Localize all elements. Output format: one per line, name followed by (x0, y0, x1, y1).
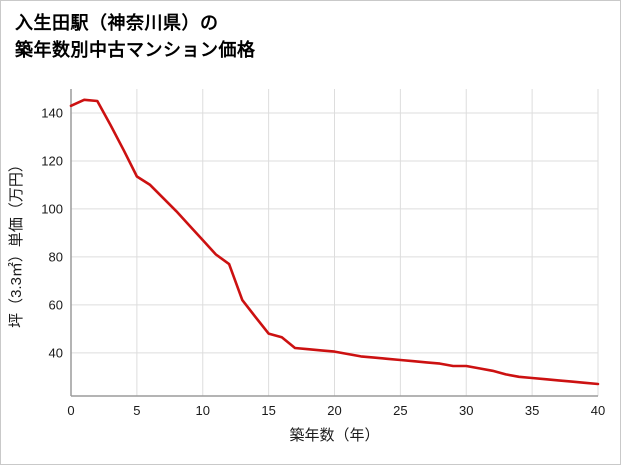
y-axis-label: 坪（3.3㎡）単価（万円） (8, 157, 25, 328)
y-tick-label: 140 (41, 105, 63, 120)
y-tick-label: 40 (49, 345, 63, 360)
x-tick-label: 20 (327, 403, 341, 418)
chart-title-line1: 入生田駅（神奈川県）の (15, 13, 219, 33)
y-tick-label: 120 (41, 153, 63, 168)
chart-title: 入生田駅（神奈川県）の 築年数別中古マンション価格 (1, 1, 620, 73)
x-tick-label: 15 (261, 403, 275, 418)
x-tick-label: 25 (393, 403, 407, 418)
x-tick-label: 10 (196, 403, 210, 418)
y-tick-label: 60 (49, 297, 63, 312)
price-line-chart: 0 5 10 15 20 25 30 35 40 40 60 80 100 120 140 築年数（年） 坪（3… (8, 89, 605, 444)
x-tick-label: 5 (133, 403, 140, 418)
chart-title-line2: 築年数別中古マンション価格 (15, 40, 256, 60)
y-tick-label: 80 (49, 249, 63, 264)
y-tick-label: 100 (41, 201, 63, 216)
x-axis-label: 築年数（年） (289, 426, 379, 444)
x-tick-label: 40 (591, 403, 605, 418)
x-tick-label: 30 (459, 403, 473, 418)
x-tick-label: 35 (525, 403, 539, 418)
x-tick-label: 0 (67, 403, 74, 418)
price-line (69, 98, 600, 386)
